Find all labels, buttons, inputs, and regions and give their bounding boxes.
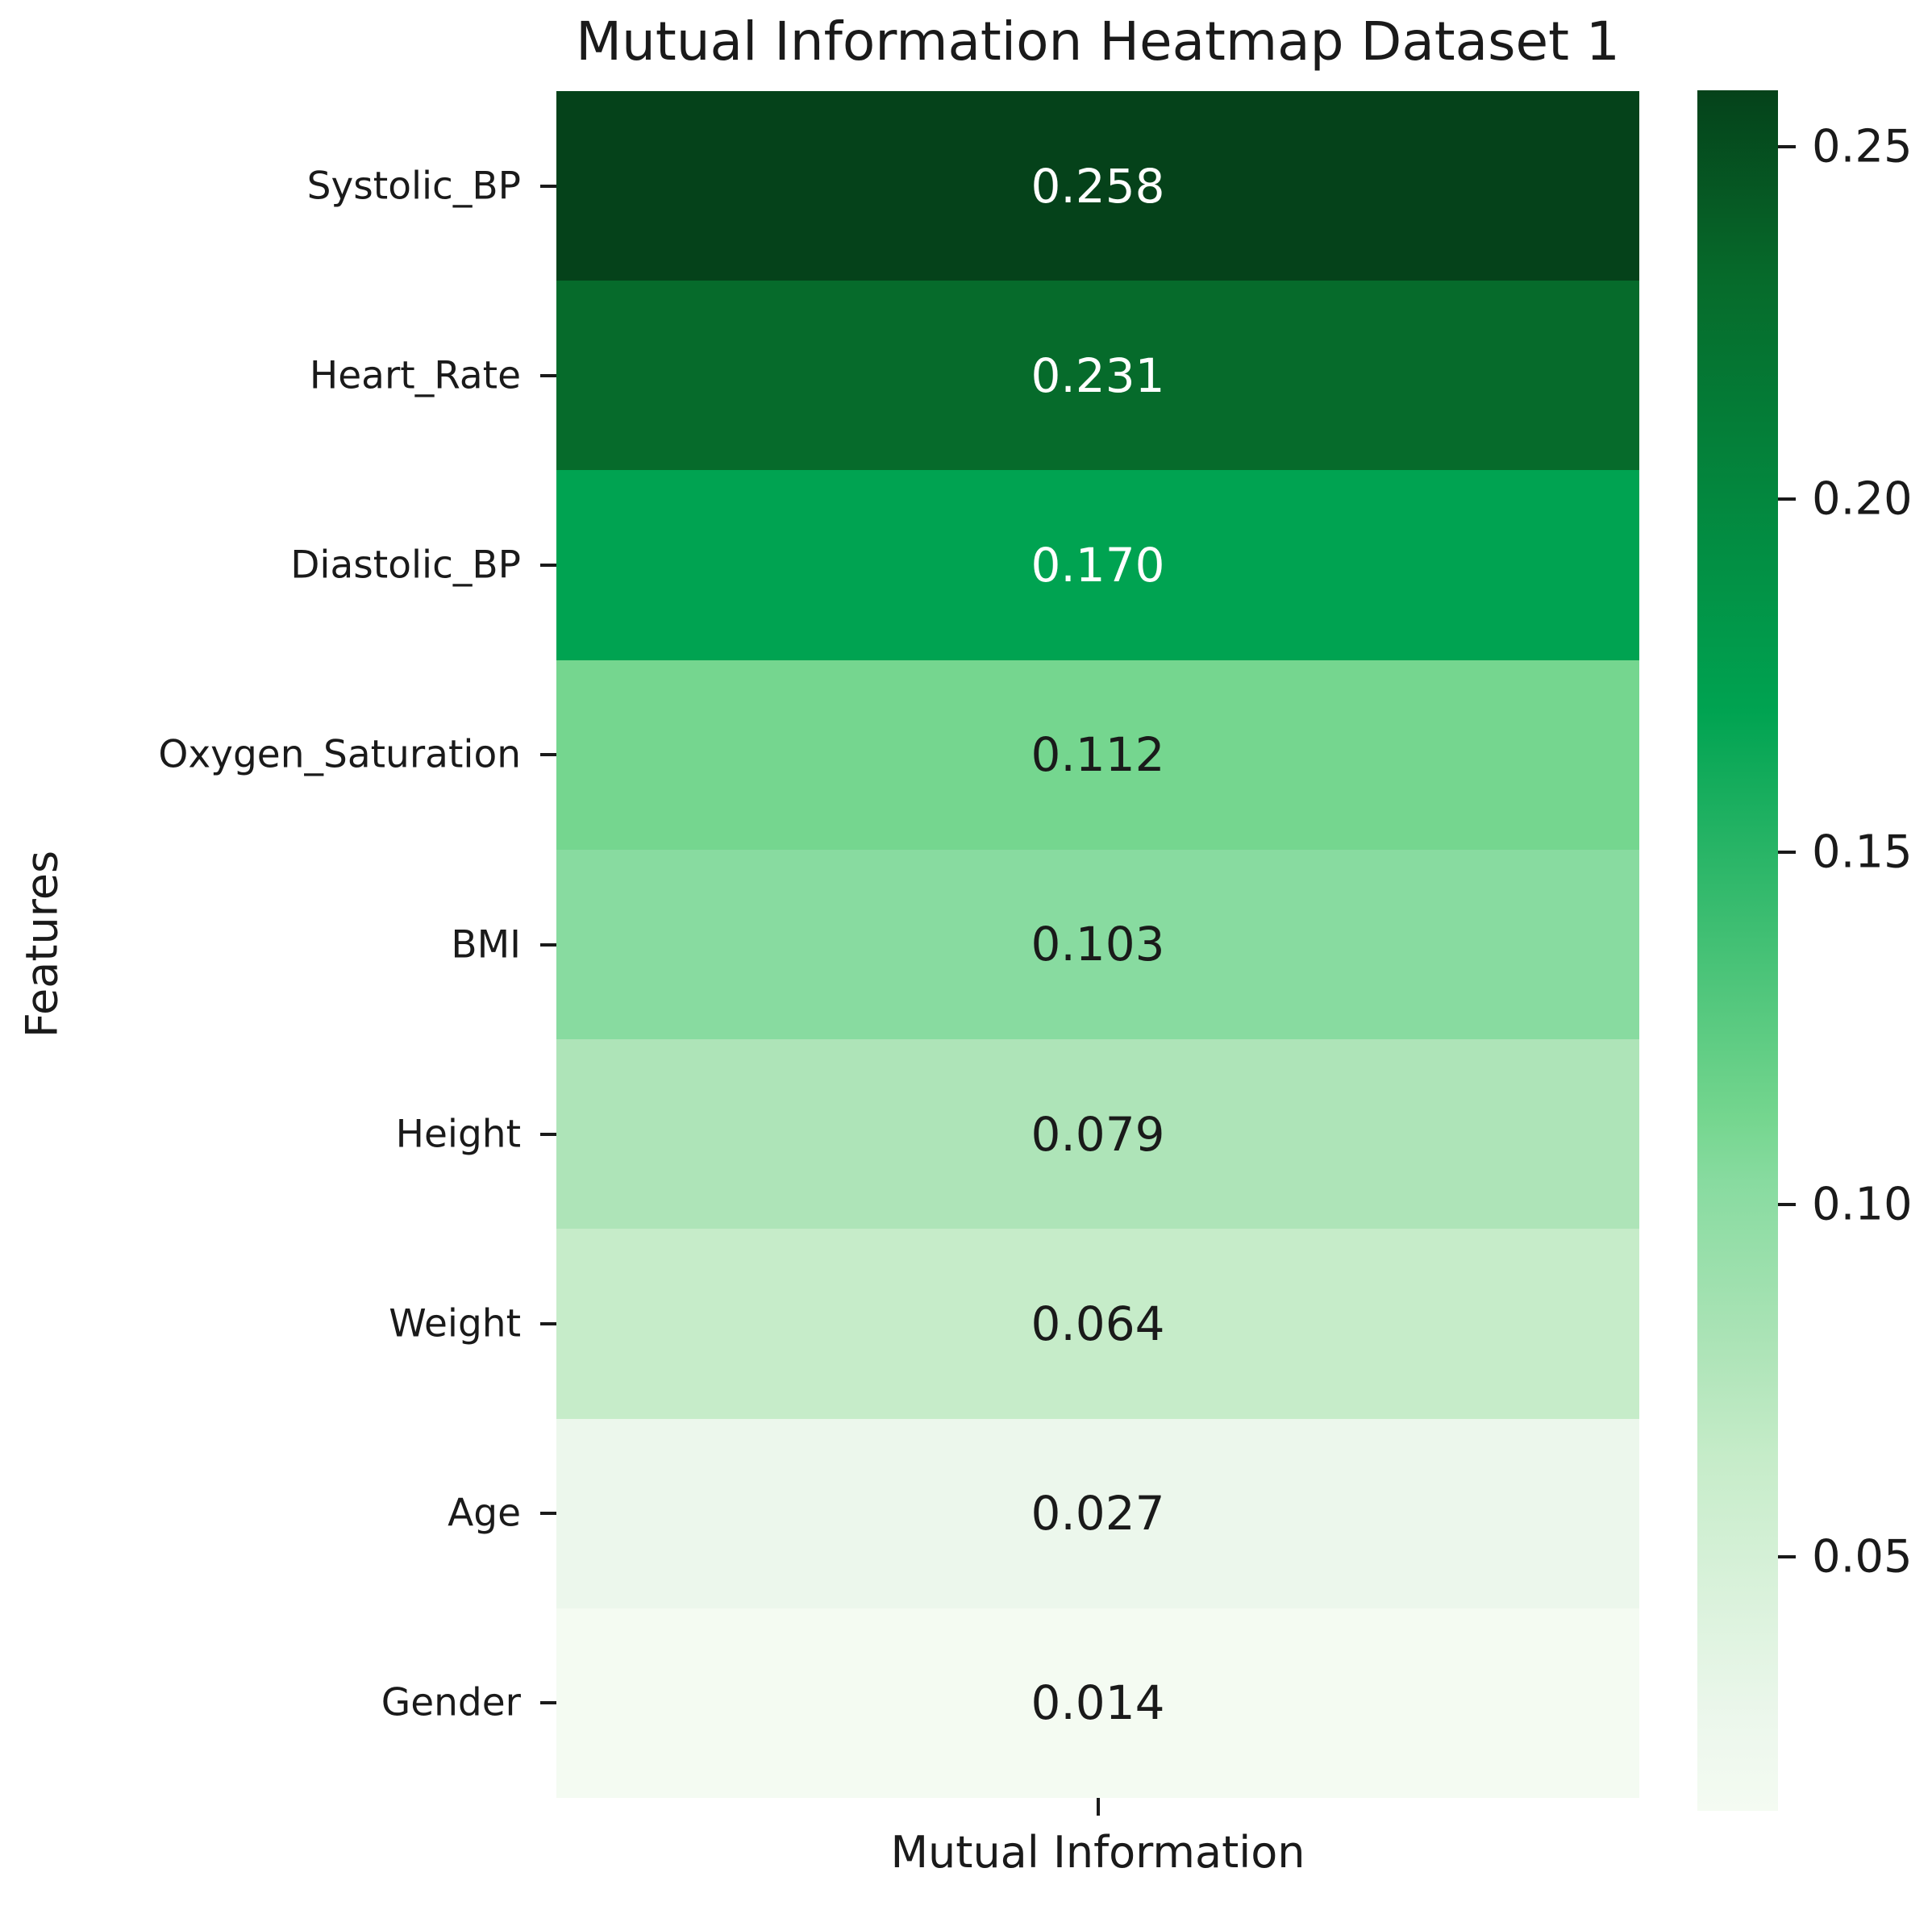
cell-value: 0.079 [1031,1106,1165,1162]
y-tick-label: Oxygen_Saturation [158,732,521,777]
colorbar-tick-label: 0.15 [1812,826,1913,879]
heatmap-row: 0.014 [556,1608,1639,1798]
heatmap-row: 0.079 [556,1039,1639,1230]
cell-value: 0.170 [1031,538,1165,593]
y-tick-mark [540,564,556,568]
y-tick-mark [540,942,556,947]
colorbar-tick-label: 0.05 [1812,1530,1913,1583]
y-tick-mark [540,1512,556,1516]
heatmap-row: 0.231 [556,281,1639,471]
heatmap-row: 0.103 [556,849,1639,1040]
y-axis-label: Features [16,850,68,1038]
chart-title: Mutual Information Heatmap Dataset 1 [576,10,1620,73]
cell-value: 0.014 [1031,1675,1165,1731]
colorbar-tick-label: 0.25 [1812,120,1913,173]
cell-value: 0.112 [1031,727,1165,783]
y-tick-label: Age [448,1491,521,1536]
y-tick-mark [540,1132,556,1136]
colorbar-tick-mark [1778,144,1796,148]
heatmap-row: 0.027 [556,1418,1639,1608]
y-tick-mark [540,753,556,757]
colorbar-ticks: 0.25 0.20 0.15 0.10 0.05 [1778,90,1931,1811]
y-tick-label: Systolic_BP [306,164,521,209]
x-tick-mark [1097,1798,1100,1816]
cell-value: 0.231 [1031,347,1165,403]
x-axis-label: Mutual Information [890,1827,1305,1878]
colorbar-gradient [1697,90,1778,1811]
heatmap-row: 0.170 [556,470,1639,660]
colorbar-tick-mark [1778,1202,1796,1206]
colorbar-tick-mark [1778,497,1796,501]
heatmap-row: 0.112 [556,659,1639,850]
cell-value: 0.064 [1031,1296,1165,1351]
colorbar-tick-mark [1778,850,1796,854]
y-tick-mark [540,1321,556,1325]
colorbar-tick-label: 0.10 [1812,1178,1913,1231]
plot-area: 0.258 0.231 0.170 0.112 0.103 0.079 0.064 0.027… [556,91,1639,1798]
colorbar-tick-label: 0.20 [1812,472,1913,526]
colorbar-tick-mark [1778,1555,1796,1559]
y-tick-mark [540,184,556,188]
y-axis: Systolic_BP Heart_Rate Diastolic_BP Oxygen_… [0,91,556,1798]
y-tick-mark [540,373,556,377]
y-tick-label: Weight [389,1301,521,1346]
y-tick-label: Height [395,1112,521,1157]
heatmap-row: 0.258 [556,91,1639,281]
cell-value: 0.258 [1031,158,1165,214]
y-tick-mark [540,1701,556,1705]
y-tick-label: Gender [381,1680,521,1725]
y-tick-label: Heart_Rate [309,353,521,398]
y-tick-label: Diastolic_BP [290,543,521,588]
y-tick-label: BMI [451,922,521,967]
heatmap-row: 0.064 [556,1229,1639,1419]
cell-value: 0.103 [1031,917,1165,972]
cell-value: 0.027 [1031,1486,1165,1542]
